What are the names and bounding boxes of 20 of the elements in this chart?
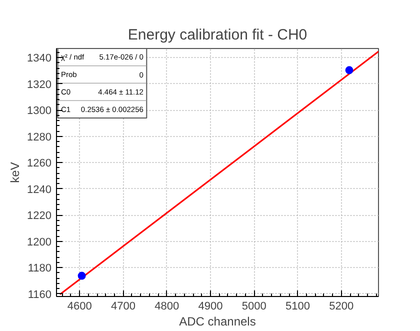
y-tick-label: 1280 — [27, 131, 52, 144]
chart-title: Energy calibration fit - CH0 — [128, 26, 308, 44]
x-tick-label: 5000 — [242, 300, 266, 312]
x-tick-label: 4900 — [198, 300, 223, 312]
x-tick-label: 4800 — [154, 300, 180, 312]
y-tick-label: 1220 — [27, 210, 52, 222]
x-tick-label: 5200 — [329, 300, 354, 312]
y-tick-label: 1300 — [27, 105, 52, 118]
y-tick-label: 1320 — [27, 78, 52, 91]
y-tick-label: 1260 — [27, 158, 52, 170]
y-axis-title: keV — [8, 162, 22, 183]
y-tick-label: 1200 — [27, 236, 52, 248]
x-tick-label: 4600 — [67, 300, 92, 312]
y-tick-label: 1240 — [27, 184, 52, 196]
y-tick-label: 1160 — [28, 288, 52, 301]
y-tick-label: 1180 — [28, 262, 52, 275]
x-tick-label: 5100 — [286, 300, 310, 312]
x-tick-label: 4700 — [111, 300, 136, 312]
y-tick-label: 1340 — [27, 52, 52, 65]
x-axis-title: ADC channels — [179, 314, 256, 328]
